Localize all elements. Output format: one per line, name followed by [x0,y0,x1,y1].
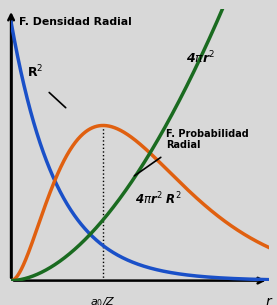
Text: 4$\pi$r$^2$ R$^2$: 4$\pi$r$^2$ R$^2$ [135,191,181,207]
Text: F. Densidad Radial: F. Densidad Radial [19,17,132,27]
Text: 4$\pi$r$^2$: 4$\pi$r$^2$ [186,50,216,66]
Text: r: r [266,295,271,305]
Text: R$^2$: R$^2$ [27,63,43,80]
Text: $a_0$/Z: $a_0$/Z [90,295,116,305]
Text: F. Probabilidad
Radial: F. Probabilidad Radial [166,129,248,150]
